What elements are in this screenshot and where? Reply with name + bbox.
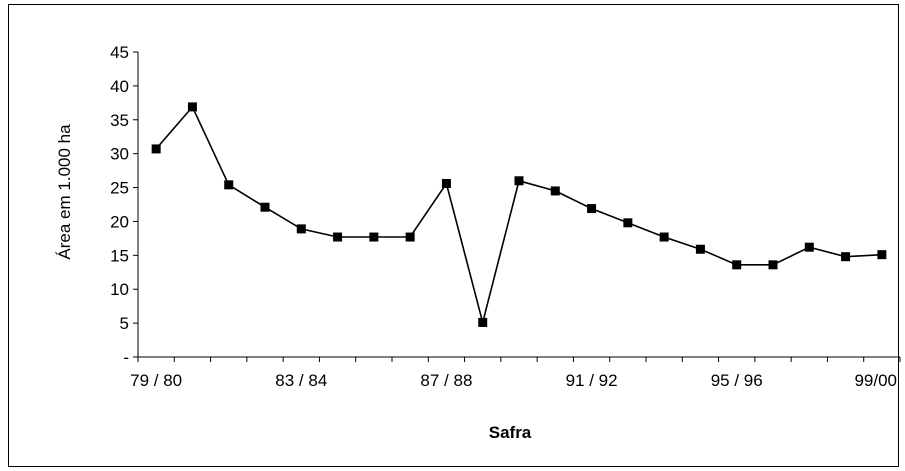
x-tick-label: 83 / 84: [275, 371, 327, 390]
data-point-marker: [695, 244, 705, 254]
y-tick-label: 45: [110, 43, 129, 62]
x-tick-label: 91 / 92: [566, 371, 618, 390]
series-line: [155, 105, 882, 326]
data-point-marker: [187, 102, 197, 112]
data-point-marker: [151, 144, 161, 154]
x-ticks: 79 / 80 83 / 84 87 / 88 91 / 92 95 / 96 99/00: [130, 357, 901, 390]
y-tick-label: 40: [110, 77, 129, 96]
chart-frame: [8, 4, 899, 467]
data-point-marker: [333, 232, 343, 242]
y-tick-label: 35: [110, 111, 129, 130]
x-tick-label: 79 / 80: [130, 371, 182, 390]
data-point-marker: [369, 232, 379, 242]
x-axis-title: Safra: [489, 423, 532, 442]
data-point-marker: [877, 250, 887, 260]
data-point-marker: [550, 186, 560, 196]
y-tick-label: 25: [110, 179, 129, 198]
y-tick-label: 10: [110, 280, 129, 299]
y-tick-label: -: [123, 348, 129, 367]
y-tick-label: 20: [110, 212, 129, 231]
y-tick-label: 30: [110, 145, 129, 164]
data-point-marker: [804, 242, 814, 252]
markers: [151, 102, 887, 327]
y-ticks: - 5 10 15 20 25 30 35 40 45: [110, 43, 138, 367]
y-axis-title: Área em 1.000 ha: [55, 124, 74, 260]
data-point-marker: [732, 260, 742, 270]
x-tick-label: 99/00: [854, 371, 897, 390]
data-point-marker: [224, 180, 234, 190]
data-point-marker: [260, 202, 270, 212]
data-point-marker: [659, 232, 669, 242]
axes: [137, 52, 900, 358]
x-tick-label: 95 / 96: [711, 371, 763, 390]
data-point-marker: [587, 204, 597, 214]
data-point-marker: [768, 260, 778, 270]
data-point-marker: [478, 317, 488, 327]
y-tick-label: 15: [110, 246, 129, 265]
y-tick-label: 5: [120, 314, 129, 333]
data-point-marker: [441, 178, 451, 188]
data-point-marker: [405, 232, 415, 242]
data-point-marker: [623, 218, 633, 228]
data-point-marker: [841, 252, 851, 262]
data-point-marker: [296, 224, 306, 234]
x-tick-label: 87 / 88: [420, 371, 472, 390]
data-point-marker: [514, 176, 524, 186]
